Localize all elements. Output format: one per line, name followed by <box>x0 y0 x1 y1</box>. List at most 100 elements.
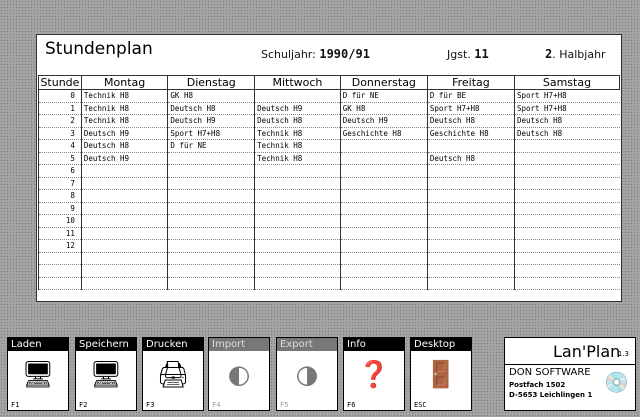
lesson-cell[interactable] <box>513 202 620 215</box>
lesson-cell[interactable] <box>80 202 168 215</box>
lesson-cell[interactable] <box>254 202 341 215</box>
lesson-cell[interactable] <box>426 239 515 253</box>
lesson-cell[interactable] <box>167 214 255 228</box>
lesson-cell[interactable]: D für NE <box>167 139 255 153</box>
speichern-button[interactable]: Speichern 🖥 F2 <box>75 337 137 411</box>
lesson-cell[interactable]: Deutsch H8 <box>426 114 515 128</box>
lesson-cell[interactable] <box>513 277 620 290</box>
lesson-cell[interactable]: Sport H7+H8 <box>513 102 620 115</box>
lesson-cell[interactable]: GK H8 <box>339 102 428 115</box>
lesson-cell[interactable]: Technik H8 <box>254 139 341 153</box>
lesson-cell[interactable] <box>426 264 515 278</box>
lesson-cell[interactable] <box>254 214 341 228</box>
lesson-cell[interactable] <box>80 164 168 178</box>
lesson-cell[interactable] <box>167 239 255 253</box>
lesson-cell[interactable] <box>254 264 341 278</box>
lesson-cell[interactable] <box>513 214 620 228</box>
lesson-cell[interactable] <box>254 277 341 290</box>
lesson-cell[interactable] <box>80 252 168 265</box>
import-button[interactable]: Import ◐ F4 <box>208 337 270 411</box>
lesson-cell[interactable] <box>167 277 255 290</box>
lesson-cell[interactable] <box>167 264 255 278</box>
lesson-cell[interactable] <box>426 227 515 240</box>
lesson-cell[interactable]: GK H8 <box>167 89 255 103</box>
lesson-cell[interactable] <box>80 214 168 228</box>
lesson-cell[interactable]: Deutsch H9 <box>254 102 341 115</box>
lesson-cell[interactable] <box>167 189 255 203</box>
lesson-cell[interactable] <box>167 177 255 190</box>
lesson-cell[interactable] <box>80 177 168 190</box>
lesson-cell[interactable] <box>426 214 515 228</box>
lesson-cell[interactable] <box>426 139 515 153</box>
lesson-cell[interactable] <box>254 239 341 253</box>
lesson-cell[interactable] <box>426 177 515 190</box>
lesson-cell[interactable] <box>167 227 255 240</box>
lesson-cell[interactable] <box>513 264 620 278</box>
laden-button[interactable]: Laden 🖥 F1 <box>7 337 69 411</box>
lesson-cell[interactable]: Technik H8 <box>254 127 341 140</box>
lesson-cell[interactable] <box>254 89 341 103</box>
lesson-cell[interactable] <box>339 152 428 165</box>
lesson-cell[interactable]: Deutsch H9 <box>167 114 255 128</box>
lesson-cell[interactable] <box>513 152 620 165</box>
lesson-cell[interactable]: Technik H8 <box>80 89 168 103</box>
lesson-cell[interactable]: Geschichte H8 <box>426 127 515 140</box>
lesson-cell[interactable] <box>339 264 428 278</box>
lesson-cell[interactable] <box>426 252 515 265</box>
lesson-cell[interactable] <box>80 264 168 278</box>
lesson-cell[interactable]: Deutsch H9 <box>339 114 428 128</box>
lesson-cell[interactable]: Technik H8 <box>80 114 168 128</box>
lesson-cell[interactable]: Technik H8 <box>80 102 168 115</box>
lesson-cell[interactable] <box>254 227 341 240</box>
lesson-cell[interactable]: Deutsch H8 <box>513 127 620 140</box>
lesson-cell[interactable]: Deutsch H8 <box>426 152 515 165</box>
lesson-cell[interactable]: Deutsch H8 <box>167 102 255 115</box>
lesson-cell[interactable] <box>167 252 255 265</box>
lesson-cell[interactable] <box>339 214 428 228</box>
lesson-cell[interactable] <box>339 252 428 265</box>
lesson-cell[interactable] <box>167 164 255 178</box>
lesson-cell[interactable] <box>513 177 620 190</box>
lesson-cell[interactable] <box>167 202 255 215</box>
lesson-cell[interactable]: Deutsch H8 <box>513 114 620 128</box>
lesson-cell[interactable]: D für NE <box>339 89 428 103</box>
lesson-cell[interactable]: Sport H7+H8 <box>167 127 255 140</box>
info-button[interactable]: Info ❓ F6 <box>343 337 405 411</box>
lesson-cell[interactable] <box>513 189 620 203</box>
lesson-cell[interactable] <box>513 227 620 240</box>
lesson-cell[interactable] <box>339 177 428 190</box>
lesson-cell[interactable] <box>339 139 428 153</box>
lesson-cell[interactable]: D für BE <box>426 89 515 103</box>
lesson-cell[interactable] <box>513 252 620 265</box>
lesson-cell[interactable]: Deutsch H8 <box>80 139 168 153</box>
lesson-cell[interactable] <box>339 202 428 215</box>
lesson-cell[interactable] <box>426 189 515 203</box>
lesson-cell[interactable] <box>254 189 341 203</box>
lesson-cell[interactable] <box>513 139 620 153</box>
lesson-cell[interactable] <box>339 239 428 253</box>
lesson-cell[interactable] <box>80 239 168 253</box>
export-button[interactable]: Export ◑ F5 <box>276 337 338 411</box>
lesson-cell[interactable]: Deutsch H8 <box>254 114 341 128</box>
lesson-cell[interactable]: Deutsch H9 <box>80 127 168 140</box>
lesson-cell[interactable] <box>254 177 341 190</box>
lesson-cell[interactable]: Sport H7+H8 <box>513 89 620 103</box>
lesson-cell[interactable] <box>339 227 428 240</box>
lesson-cell[interactable] <box>513 239 620 253</box>
lesson-cell[interactable] <box>339 189 428 203</box>
lesson-cell[interactable] <box>513 164 620 178</box>
lesson-cell[interactable] <box>80 189 168 203</box>
lesson-cell[interactable] <box>426 164 515 178</box>
lesson-cell[interactable]: Deutsch H9 <box>80 152 168 165</box>
lesson-cell[interactable] <box>80 227 168 240</box>
lesson-cell[interactable] <box>426 277 515 290</box>
lesson-cell[interactable]: Geschichte H8 <box>339 127 428 140</box>
lesson-cell[interactable] <box>426 202 515 215</box>
lesson-cell[interactable]: Sport H7+H8 <box>426 102 515 115</box>
lesson-cell[interactable]: Technik H8 <box>254 152 341 165</box>
lesson-cell[interactable] <box>254 164 341 178</box>
lesson-cell[interactable] <box>254 252 341 265</box>
lesson-cell[interactable] <box>167 152 255 165</box>
desktop-button[interactable]: Desktop 🚪 ESC <box>410 337 472 411</box>
lesson-cell[interactable] <box>339 164 428 178</box>
